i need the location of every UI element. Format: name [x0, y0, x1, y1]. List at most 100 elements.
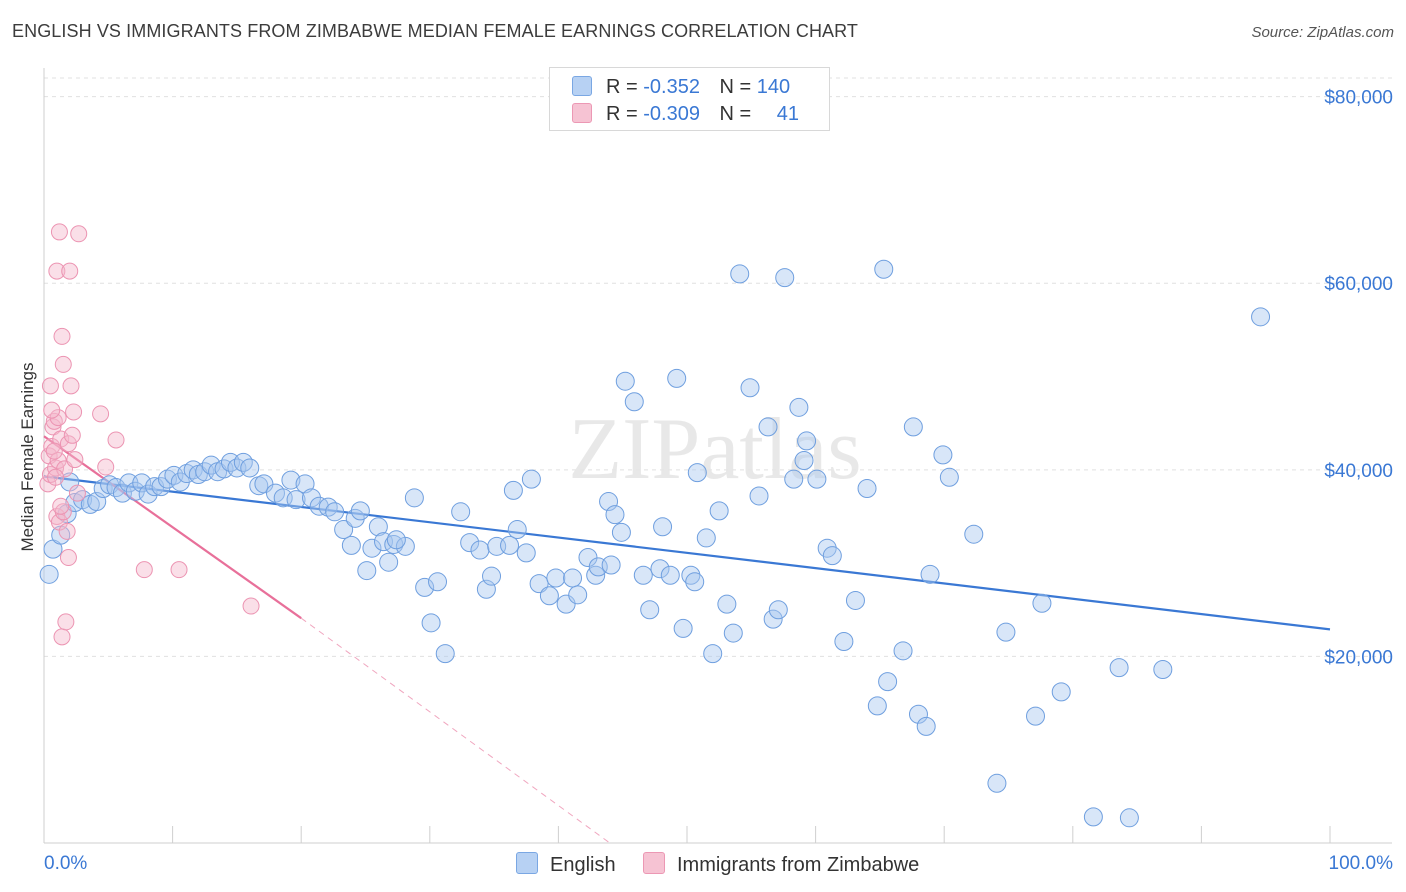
- english-point: [730, 264, 750, 284]
- english-point: [1083, 807, 1103, 827]
- y-tick-label: $20,000: [1324, 647, 1393, 668]
- english-point: [640, 600, 660, 620]
- english-point: [301, 488, 321, 508]
- english-point: [717, 594, 737, 614]
- english-point: [240, 458, 260, 478]
- english-point: [797, 431, 817, 451]
- watermark: ZIPatlas: [568, 401, 861, 498]
- english-point: [1153, 659, 1173, 679]
- english-point: [673, 618, 693, 638]
- english-point: [281, 470, 301, 490]
- english-point: [878, 672, 898, 692]
- english-point: [334, 520, 354, 540]
- english-point: [563, 568, 583, 588]
- zimbabwe-point: [70, 225, 88, 243]
- english-point: [357, 561, 377, 581]
- english-point: [789, 397, 809, 417]
- zimbabwe-point: [49, 452, 67, 469]
- english-point: [740, 378, 760, 398]
- english-point: [893, 641, 913, 661]
- legend-n-label: N =: [719, 103, 752, 125]
- english-point: [611, 522, 631, 542]
- english-point: [709, 501, 729, 521]
- english-point: [920, 564, 940, 584]
- zimbabwe-point: [66, 451, 84, 469]
- english-point: [295, 474, 315, 494]
- legend-swatch-pink: [572, 103, 592, 123]
- zimbabwe-point: [170, 561, 188, 579]
- english-point: [368, 517, 388, 537]
- zimbabwe-point: [47, 468, 65, 486]
- english-point: [539, 586, 559, 606]
- english-point: [964, 524, 984, 544]
- zimbabwe-point: [97, 458, 115, 476]
- data-points: [39, 223, 1271, 828]
- english-point: [568, 585, 588, 605]
- english-point: [529, 574, 549, 594]
- english-point: [325, 502, 345, 522]
- zimbabwe-point: [58, 522, 76, 540]
- english-point: [916, 716, 936, 736]
- english-point: [605, 505, 625, 525]
- zimbabwe-point: [57, 613, 75, 631]
- english-trend-line: [43, 475, 1331, 631]
- english-point: [428, 572, 448, 592]
- zimbabwe-point: [50, 223, 68, 241]
- english-point: [845, 590, 865, 610]
- english-point: [807, 469, 827, 489]
- english-point: [1032, 593, 1052, 613]
- english-point: [421, 613, 441, 633]
- english-point: [500, 535, 520, 555]
- english-point: [749, 486, 769, 506]
- english-point: [723, 623, 743, 643]
- axes: [43, 68, 1392, 844]
- zimbabwe-point: [48, 262, 66, 280]
- english-point: [633, 565, 653, 585]
- zimbabwe-trend-line: [43, 435, 302, 620]
- english-point: [650, 559, 670, 579]
- english-point: [507, 520, 527, 540]
- english-point: [768, 600, 788, 620]
- english-point: [341, 535, 361, 555]
- y-axis-label: Median Female Earnings: [18, 363, 37, 552]
- english-point: [65, 492, 85, 512]
- zimbabwe-point: [45, 442, 63, 460]
- english-point: [601, 555, 621, 575]
- english-point: [758, 417, 778, 437]
- english-point: [415, 577, 435, 597]
- trend-lines: [43, 435, 1331, 844]
- english-point: [703, 644, 723, 664]
- x-tick-label: 0.0%: [44, 853, 87, 874]
- legend-item-english[interactable]: English: [516, 852, 616, 877]
- zimbabwe-point: [92, 405, 110, 423]
- english-point: [521, 469, 541, 489]
- zimbabwe-point: [54, 355, 72, 373]
- legend-item-zimbabwe[interactable]: Immigrants from Zimbabwe: [643, 852, 919, 877]
- legend-row-zimbabwe: R = -0.309 N = 41: [572, 103, 799, 127]
- y-tick-label: $60,000: [1324, 274, 1393, 295]
- english-point: [379, 552, 399, 572]
- english-point: [834, 631, 854, 651]
- english-point: [987, 773, 1007, 793]
- tick-labels: $20,000 $40,000 $60,000 $80,000 0.0% 100.0%: [44, 88, 1393, 874]
- legend-swatch-blue: [572, 76, 592, 96]
- english-point: [503, 480, 523, 500]
- english-point: [1119, 808, 1139, 828]
- zimbabwe-point: [62, 377, 80, 395]
- english-point: [653, 517, 673, 537]
- y-tick-label: $80,000: [1324, 88, 1393, 109]
- english-point: [687, 463, 707, 483]
- english-point: [775, 268, 795, 288]
- zimbabwe-trend-extension: [300, 617, 611, 844]
- english-point: [132, 473, 152, 493]
- legend-swatch-pink: [643, 852, 665, 874]
- english-point: [404, 488, 424, 508]
- english-point: [546, 568, 566, 588]
- zimbabwe-point: [59, 549, 77, 567]
- source-label: Source: ZipAtlas.com: [1251, 24, 1394, 41]
- zimbabwe-point: [59, 435, 77, 453]
- english-point: [151, 477, 171, 497]
- y-tick-label: $40,000: [1324, 461, 1393, 482]
- english-point: [1109, 658, 1129, 678]
